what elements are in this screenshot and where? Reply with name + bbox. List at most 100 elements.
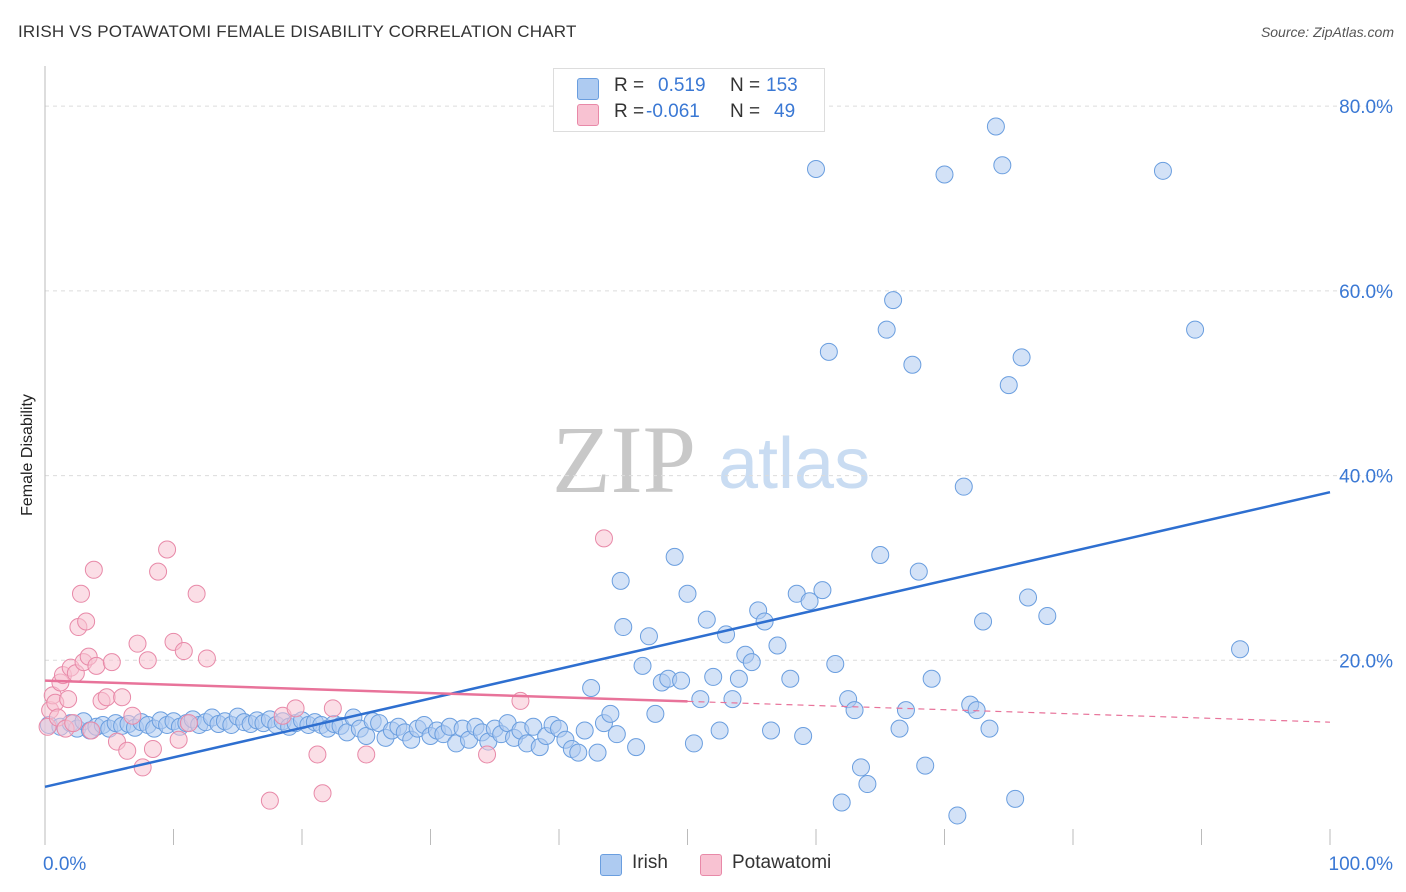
data-point-irish (935, 165, 954, 184)
watermark: ZIP atlas (552, 406, 870, 513)
data-point-potawatomi (313, 784, 332, 803)
stats-n-label: N = (730, 101, 761, 122)
data-point-potawatomi (77, 612, 96, 631)
data-point-potawatomi (323, 699, 342, 718)
data-point-potawatomi (59, 690, 78, 709)
trend-line-potawatomi-extension (687, 700, 1331, 723)
data-point-irish (524, 717, 543, 736)
watermark-atlas: atlas (718, 424, 870, 504)
data-point-potawatomi (149, 562, 168, 581)
data-point-irish (819, 342, 838, 361)
trend-lines (44, 490, 1331, 789)
data-point-potawatomi (87, 656, 106, 675)
data-point-irish (871, 546, 890, 565)
data-point-irish (948, 806, 967, 825)
data-point-irish (697, 610, 716, 629)
data-point-irish (1153, 161, 1172, 180)
stats-box: R = 0.519 N = 153 R = -0.061 N = 49 (553, 68, 825, 132)
data-point-potawatomi (357, 745, 376, 764)
stats-swatch-potawatomi (577, 104, 599, 126)
stats-r-label: R = (614, 101, 645, 122)
data-point-irish (890, 719, 909, 738)
data-point-potawatomi (138, 651, 157, 670)
x-tick-label-max: 100.0% (1329, 854, 1394, 875)
data-point-potawatomi (118, 741, 137, 760)
data-point-irish (807, 159, 825, 178)
data-point-irish (665, 547, 684, 566)
gridlines (45, 105, 1392, 661)
data-point-potawatomi (308, 745, 327, 764)
stats-n-label: N = (730, 75, 761, 96)
data-point-irish (742, 653, 761, 672)
x-tick-label-min: 0.0% (43, 854, 86, 875)
data-point-irish (691, 690, 710, 709)
data-point-irish (826, 654, 845, 673)
data-point-irish (678, 584, 697, 603)
data-point-irish (611, 571, 630, 590)
legend-label-irish: Irish (632, 852, 668, 873)
data-point-irish (800, 592, 819, 611)
data-point-irish (909, 562, 928, 581)
data-point-irish (575, 721, 594, 740)
data-point-potawatomi (260, 791, 279, 810)
legend-swatch-irish (600, 854, 622, 876)
data-point-irish (672, 671, 691, 690)
data-point-irish (729, 669, 748, 688)
data-point-irish (569, 743, 588, 762)
data-point-irish (1231, 640, 1250, 659)
data-point-potawatomi (97, 688, 116, 707)
data-point-potawatomi (174, 642, 193, 661)
data-point-irish (980, 719, 999, 738)
data-point-irish (627, 738, 646, 757)
stats-n-value: 49 (774, 101, 796, 122)
stats-n-value: 153 (766, 75, 798, 96)
data-point-irish (813, 581, 832, 600)
data-point-potawatomi (286, 699, 305, 718)
stats-r-value: 0.519 (658, 75, 706, 96)
data-point-potawatomi (158, 540, 177, 559)
data-point-potawatomi (179, 714, 198, 733)
data-point-irish (639, 627, 658, 646)
data-point-irish (601, 704, 620, 723)
data-point-irish (993, 156, 1012, 175)
y-tick-label: 60.0% (1339, 282, 1393, 303)
data-point-potawatomi (113, 688, 132, 707)
data-point-irish (832, 793, 851, 812)
data-point-potawatomi (123, 706, 142, 725)
data-point-irish (614, 618, 633, 637)
data-points (38, 117, 1250, 825)
y-tick-label: 40.0% (1339, 467, 1393, 488)
data-point-potawatomi (82, 721, 101, 740)
data-point-potawatomi (478, 745, 497, 764)
data-point-irish (986, 117, 1005, 136)
data-point-irish (768, 636, 787, 655)
stats-swatch-irish (577, 78, 599, 100)
tick-labels: 20.0% 40.0% 60.0% 80.0% 0.0% 100.0% (43, 97, 1393, 875)
trend-line-irish (44, 490, 1331, 789)
y-tick-label: 80.0% (1339, 97, 1393, 118)
data-point-irish (903, 355, 922, 374)
legend-label-potawatomi: Potawatomi (732, 852, 832, 873)
data-point-potawatomi (102, 653, 121, 672)
data-point-irish (582, 679, 601, 697)
data-point-irish (845, 701, 864, 720)
data-point-potawatomi (84, 560, 103, 579)
data-point-irish (974, 612, 993, 631)
data-point-irish (588, 743, 607, 762)
watermark-zip: ZIP (552, 406, 696, 513)
data-point-irish (1006, 789, 1025, 808)
data-point-irish (684, 734, 703, 753)
data-point-potawatomi (133, 758, 152, 777)
data-point-potawatomi (71, 584, 90, 603)
data-point-irish (1012, 348, 1031, 367)
stats-r-label: R = (614, 75, 645, 96)
stats-r-value: -0.061 (646, 101, 700, 122)
data-point-potawatomi (197, 649, 216, 668)
data-point-irish (723, 690, 742, 709)
data-point-irish (781, 669, 800, 688)
y-axis-label: Female Disability (19, 394, 36, 516)
data-point-irish (999, 376, 1018, 395)
data-point-potawatomi (143, 739, 162, 758)
chart-title: IRISH VS POTAWATOMI FEMALE DISABILITY CO… (18, 22, 577, 41)
